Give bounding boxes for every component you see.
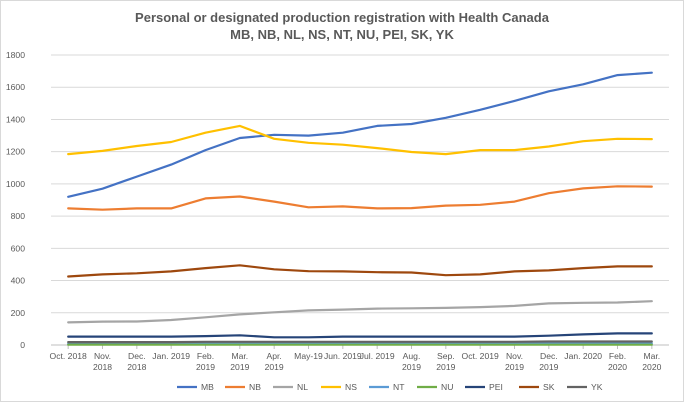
y-tick-label: 1400 <box>6 114 25 124</box>
y-tick-label: 1800 <box>6 50 25 60</box>
x-tick-label: Nov.2018 <box>93 351 112 372</box>
legend-item-mb: MB <box>177 382 214 392</box>
x-tick-label: Nov.2019 <box>505 351 524 372</box>
x-tick-label: Feb.2019 <box>196 351 215 372</box>
y-axis: 0 200 400 600 800 1000 1200 1400 1600 1800 <box>6 50 25 350</box>
x-tick-label: Dec.2019 <box>539 351 558 372</box>
legend-label: PEI <box>489 382 503 392</box>
x-tick-label-line: Nov. <box>94 351 111 361</box>
legend-item-sk: SK <box>519 382 555 392</box>
y-tick-label: 1000 <box>6 179 25 189</box>
x-tick-label: Oct. 2019 <box>462 351 499 361</box>
legend-item-ns: NS <box>321 382 357 392</box>
legend-item-pei: PEI <box>465 382 503 392</box>
x-tick-label-line: 2020 <box>642 362 661 372</box>
x-tick-label-line: Dec. <box>540 351 558 361</box>
x-tick-label: Sep.2019 <box>436 351 455 372</box>
legend-label: NB <box>249 382 261 392</box>
legend-label: NU <box>441 382 453 392</box>
x-tick-label-line: Jan. 2020 <box>564 351 602 361</box>
series-line-pei <box>68 333 652 337</box>
x-tick-label-line: 2019 <box>196 362 215 372</box>
series-line-mb <box>68 73 652 197</box>
series-line-yk <box>68 342 652 343</box>
x-tick-label-line: 2020 <box>608 362 627 372</box>
legend-label: SK <box>543 382 555 392</box>
legend-item-nu: NU <box>417 382 453 392</box>
series-line-sk <box>68 265 652 276</box>
x-tick-label-line: 2018 <box>93 362 112 372</box>
x-tick-label-line: Dec. <box>128 351 146 361</box>
x-tick-label-line: 2019 <box>436 362 455 372</box>
legend-label: YK <box>591 382 603 392</box>
x-tick-label-line: Oct. 2019 <box>462 351 499 361</box>
x-tick-label-line: Oct. 2018 <box>50 351 87 361</box>
series-line-nl <box>68 301 652 322</box>
y-tick-label: 200 <box>11 308 26 318</box>
x-tick-label-line: 2018 <box>127 362 146 372</box>
x-tick-label: Oct. 2018 <box>50 351 87 361</box>
y-tick-label: 600 <box>11 243 26 253</box>
legend-item-yk: YK <box>567 382 603 392</box>
x-tick-label-line: May-19 <box>294 351 323 361</box>
y-tick-label: 400 <box>11 276 26 286</box>
x-tick-label-line: Feb. <box>197 351 214 361</box>
x-tick-label-line: Jan. 2019 <box>152 351 190 361</box>
x-tick-label-line: 2019 <box>265 362 284 372</box>
x-tick-label-line: 2019 <box>505 362 524 372</box>
legend-label: NT <box>393 382 405 392</box>
x-tick-label-line: Mar. <box>231 351 248 361</box>
gridlines <box>51 55 669 313</box>
x-tick-label-line: 2019 <box>230 362 249 372</box>
x-tick-label: May-19 <box>294 351 323 361</box>
y-tick-label: 800 <box>11 211 26 221</box>
series-lines <box>68 73 652 345</box>
x-tick-label-line: Sep. <box>437 351 455 361</box>
x-tick-label-line: Aug. <box>403 351 421 361</box>
x-tick-label: Feb.2020 <box>608 351 627 372</box>
legend-item-nl: NL <box>273 382 308 392</box>
x-tick-label: Jan. 2019 <box>152 351 190 361</box>
x-tick-label: Jun. 2019 <box>324 351 362 361</box>
y-tick-label: 1600 <box>6 82 25 92</box>
legend-item-nt: NT <box>369 382 405 392</box>
x-tick-label: Jan. 2020 <box>564 351 602 361</box>
x-tick-label: Aug.2019 <box>402 351 421 372</box>
legend-label: NL <box>297 382 308 392</box>
x-tick-label: Mar.2019 <box>230 351 249 372</box>
legend-item-nb: NB <box>225 382 261 392</box>
x-tick-label-line: 2019 <box>402 362 421 372</box>
x-tick-label-line: Jun. 2019 <box>324 351 362 361</box>
legend-label: NS <box>345 382 357 392</box>
series-line-nb <box>68 186 652 209</box>
x-tick-label: Jul. 2019 <box>360 351 395 361</box>
y-tick-label: 1200 <box>6 147 25 157</box>
x-tick-label: Dec.2018 <box>127 351 146 372</box>
x-tick-label-line: Nov. <box>506 351 523 361</box>
x-tick-label: Mar.2020 <box>642 351 661 372</box>
x-tick-label-line: Mar. <box>643 351 660 361</box>
x-tick-label: Apr.2019 <box>265 351 284 372</box>
x-tick-label-line: Feb. <box>609 351 626 361</box>
x-tick-label-line: Apr. <box>267 351 282 361</box>
legend: MB NB NL NS NT NU PEI SK YK <box>177 382 603 392</box>
x-tick-label-line: 2019 <box>539 362 558 372</box>
legend-label: MB <box>201 382 214 392</box>
x-tick-label-line: Jul. 2019 <box>360 351 395 361</box>
y-tick-label: 0 <box>20 340 25 350</box>
